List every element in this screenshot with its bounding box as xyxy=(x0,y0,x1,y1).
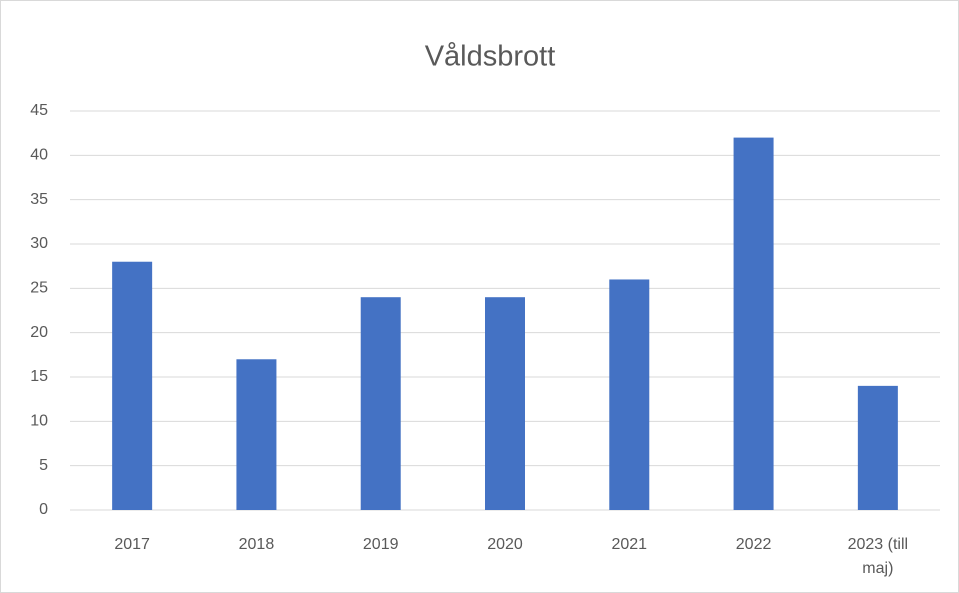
y-tick-label: 15 xyxy=(30,368,48,385)
bar xyxy=(857,385,898,510)
y-tick-label: 0 xyxy=(39,501,48,518)
x-tick-label: 2017 xyxy=(114,536,150,553)
bar xyxy=(733,137,774,510)
y-tick-label: 5 xyxy=(39,457,48,474)
y-tick-label: 40 xyxy=(30,147,48,164)
bar xyxy=(112,261,153,510)
bar xyxy=(236,359,277,510)
bar xyxy=(485,297,525,510)
y-tick-label: 45 xyxy=(30,102,48,119)
x-tick-label: 2022 xyxy=(736,536,772,553)
y-tick-label: 20 xyxy=(30,324,48,341)
y-tick-label: 10 xyxy=(30,413,48,430)
x-tick-label: 2019 xyxy=(363,536,399,553)
y-tick-label: 30 xyxy=(30,235,48,252)
x-tick-label: 2021 xyxy=(611,536,647,553)
y-tick-label: 35 xyxy=(30,191,48,208)
x-tick-label: 2020 xyxy=(487,536,523,553)
bar xyxy=(609,279,650,510)
x-tick-label: 2018 xyxy=(239,536,275,553)
bar xyxy=(360,297,401,510)
y-tick-label: 25 xyxy=(30,280,48,297)
chart-title: Våldsbrott xyxy=(425,41,556,73)
x-tick-label: 2023 (till maj) xyxy=(848,536,908,577)
